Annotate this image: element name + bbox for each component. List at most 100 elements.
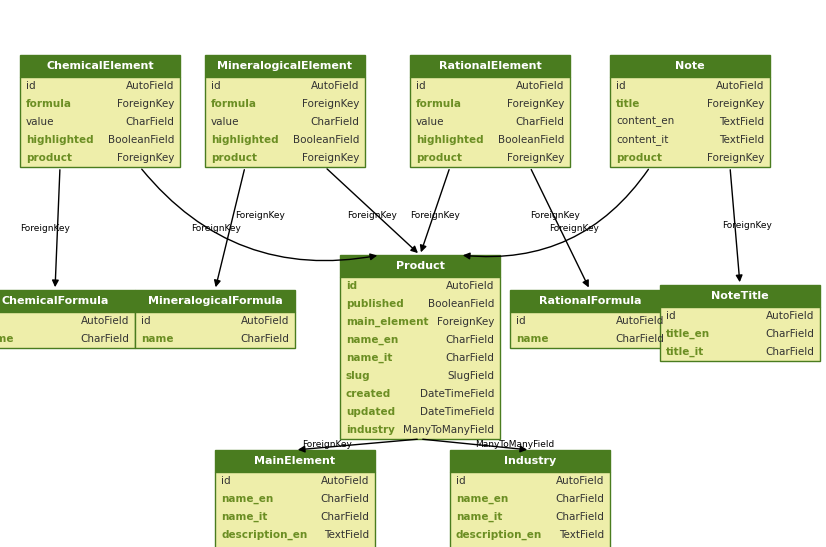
Text: id: id: [211, 81, 221, 91]
Text: CharField: CharField: [515, 117, 564, 127]
Bar: [410, 55, 570, 77]
Text: Industry: Industry: [504, 456, 556, 466]
Text: description_en: description_en: [221, 530, 307, 540]
Text: ForeignKey: ForeignKey: [706, 153, 764, 163]
Text: name: name: [516, 334, 548, 344]
Bar: [450, 472, 610, 547]
Text: CharField: CharField: [80, 334, 129, 344]
Text: TextField: TextField: [324, 530, 369, 540]
Text: title_it: title_it: [666, 347, 705, 357]
Text: product: product: [211, 153, 257, 163]
Bar: [205, 55, 365, 77]
Text: BooleanField: BooleanField: [428, 299, 494, 309]
Text: value: value: [211, 117, 240, 127]
Bar: [660, 307, 820, 361]
Text: MineralogicalFormula: MineralogicalFormula: [148, 296, 282, 306]
Text: AutoField: AutoField: [715, 81, 764, 91]
Text: TextField: TextField: [719, 135, 764, 145]
Text: ForeignKey: ForeignKey: [302, 440, 353, 449]
Bar: [0, 290, 135, 312]
Text: ForeignKey: ForeignKey: [549, 224, 599, 233]
Text: NoteTitle: NoteTitle: [711, 291, 769, 301]
Text: AutoField: AutoField: [81, 316, 129, 326]
Text: id: id: [616, 81, 625, 91]
Text: MainElement: MainElement: [254, 456, 335, 466]
Text: AutoField: AutoField: [240, 316, 289, 326]
Text: ForeignKey: ForeignKey: [410, 212, 460, 220]
Text: ForeignKey: ForeignKey: [116, 99, 174, 109]
Text: id: id: [221, 476, 230, 486]
Text: content_it: content_it: [616, 135, 668, 146]
Text: CharField: CharField: [445, 335, 494, 345]
Text: TextField: TextField: [719, 117, 764, 127]
Text: DateTimeField: DateTimeField: [420, 389, 494, 399]
Text: id: id: [346, 281, 357, 291]
Text: highlighted: highlighted: [26, 135, 93, 145]
Text: ForeignKey: ForeignKey: [722, 222, 772, 230]
Bar: [660, 285, 820, 307]
Text: name_it: name_it: [346, 353, 392, 363]
Text: CharField: CharField: [615, 334, 664, 344]
Text: main_element: main_element: [346, 317, 429, 327]
Text: CharField: CharField: [310, 117, 359, 127]
Text: Product: Product: [396, 261, 444, 271]
Text: ManyToManyField: ManyToManyField: [476, 440, 554, 449]
Text: name_it: name_it: [221, 512, 268, 522]
Text: BooleanField: BooleanField: [107, 135, 174, 145]
Text: id: id: [516, 316, 525, 326]
Bar: [510, 312, 670, 348]
Text: CharField: CharField: [240, 334, 289, 344]
Bar: [135, 312, 295, 348]
Text: id: id: [456, 476, 466, 486]
Bar: [450, 450, 610, 472]
Text: AutoField: AutoField: [766, 311, 814, 321]
Text: RationalElement: RationalElement: [439, 61, 541, 71]
Bar: [410, 77, 570, 167]
Text: formula: formula: [26, 99, 72, 109]
Text: id: id: [666, 311, 676, 321]
Bar: [215, 450, 375, 472]
Text: name_it: name_it: [456, 512, 502, 522]
Bar: [205, 77, 365, 167]
Text: CharField: CharField: [765, 329, 814, 339]
Text: highlighted: highlighted: [416, 135, 484, 145]
Text: name_en: name_en: [221, 494, 273, 504]
Text: AutoField: AutoField: [515, 81, 564, 91]
Text: CharField: CharField: [445, 353, 494, 363]
Text: SlugField: SlugField: [447, 371, 494, 381]
Text: created: created: [346, 389, 392, 399]
Text: CharField: CharField: [320, 494, 369, 504]
Text: highlighted: highlighted: [211, 135, 278, 145]
Text: id: id: [416, 81, 425, 91]
Text: formula: formula: [416, 99, 462, 109]
Text: ForeignKey: ForeignKey: [437, 317, 494, 327]
Text: ForeignKey: ForeignKey: [235, 212, 285, 220]
Bar: [0, 312, 135, 348]
Text: ForeignKey: ForeignKey: [348, 212, 397, 220]
Bar: [610, 55, 770, 77]
Text: CharField: CharField: [320, 512, 369, 522]
Text: ForeignKey: ForeignKey: [506, 153, 564, 163]
Bar: [510, 290, 670, 312]
Text: name_en: name_en: [346, 335, 398, 345]
Text: product: product: [616, 153, 662, 163]
Text: ForeignKey: ForeignKey: [301, 153, 359, 163]
Text: ForeignKey: ForeignKey: [506, 99, 564, 109]
Text: title_en: title_en: [666, 329, 710, 339]
Text: content_en: content_en: [616, 117, 674, 127]
Text: AutoField: AutoField: [615, 316, 664, 326]
Text: slug: slug: [346, 371, 371, 381]
Text: value: value: [26, 117, 55, 127]
Bar: [215, 472, 375, 547]
Text: ForeignKey: ForeignKey: [116, 153, 174, 163]
Text: BooleanField: BooleanField: [292, 135, 359, 145]
Text: ManyToManyField: ManyToManyField: [403, 425, 494, 435]
Bar: [20, 77, 180, 167]
Text: name_en: name_en: [456, 494, 508, 504]
Text: ForeignKey: ForeignKey: [191, 224, 241, 233]
Text: AutoField: AutoField: [320, 476, 369, 486]
Text: RationalFormula: RationalFormula: [539, 296, 641, 306]
Text: id: id: [141, 316, 150, 326]
Text: formula: formula: [211, 99, 257, 109]
Text: id: id: [26, 81, 36, 91]
